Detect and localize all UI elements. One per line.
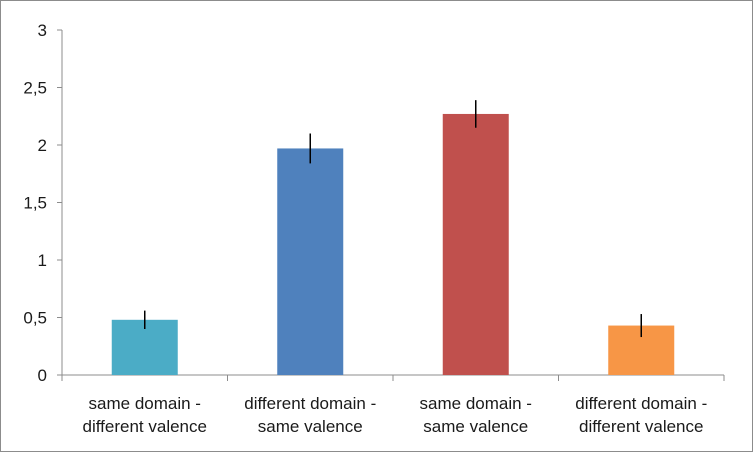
y-tick-label: 1 [38, 251, 47, 270]
y-tick-label: 2 [38, 136, 47, 155]
y-tick-label: 1,5 [23, 194, 47, 213]
x-category-label: different domain - [575, 394, 707, 413]
x-category-label: different valence [579, 417, 703, 436]
x-category-label: different valence [83, 417, 207, 436]
y-tick-label: 2,5 [23, 79, 47, 98]
y-tick-label: 0 [38, 366, 47, 385]
x-category-label: same valence [258, 417, 363, 436]
x-category-label: different domain - [244, 394, 376, 413]
y-tick-label: 3 [38, 21, 47, 40]
bar [442, 113, 509, 375]
x-category-label: same domain - [420, 394, 532, 413]
x-category-label: same valence [423, 417, 528, 436]
bar [277, 148, 344, 375]
x-category-label: same domain - [89, 394, 201, 413]
y-tick-label: 0,5 [23, 309, 47, 328]
